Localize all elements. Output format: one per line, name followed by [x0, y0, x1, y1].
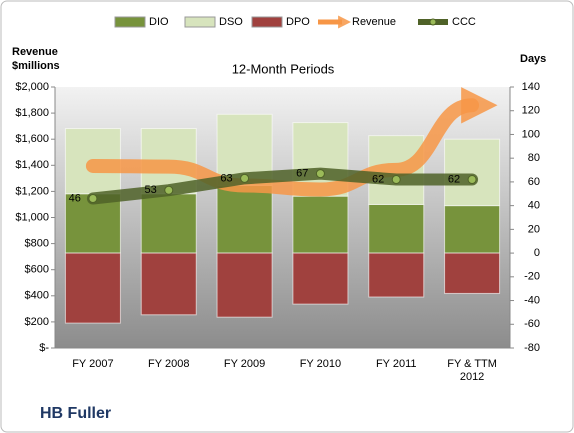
bar: [444, 205, 501, 254]
y-tick-label: $1,600: [15, 133, 49, 145]
data-label: 62: [372, 173, 384, 185]
legend-swatch: [429, 18, 437, 26]
ccc-point: [315, 169, 325, 179]
y-label: $millions: [12, 60, 60, 72]
data-label: 53: [145, 184, 157, 196]
x-tick-label: FY 2008: [148, 358, 190, 370]
bar: [292, 195, 349, 254]
y2-tick-label: -60: [524, 318, 540, 330]
y-tick-label: $400: [25, 290, 49, 302]
data-label: 67: [296, 168, 308, 180]
x-tick-label: FY 2007: [72, 358, 114, 370]
y-tick-label: $-: [39, 342, 49, 354]
data-label: 62: [448, 173, 460, 185]
y2-tick-label: -20: [524, 271, 540, 283]
ccc-point: [391, 175, 401, 185]
data-label: 63: [220, 172, 232, 184]
bar: [216, 252, 273, 318]
legend-label: Revenue: [352, 16, 396, 28]
y2-tick-label: 40: [528, 200, 540, 212]
y-tick-label: $200: [25, 316, 49, 328]
legend-swatch: [114, 16, 146, 28]
ccc-line: [86, 167, 479, 205]
y2-tick-label: -80: [524, 342, 540, 354]
data-label: 46: [69, 192, 81, 204]
bar: [64, 252, 121, 324]
y-tick-label: $1,000: [15, 211, 49, 223]
ccc-point: [240, 173, 250, 183]
y2-tick-label: 140: [522, 81, 540, 93]
ccc-point: [467, 175, 477, 185]
y-label: Revenue: [12, 46, 58, 58]
bar: [140, 193, 197, 254]
x-tick-label: FY 2010: [299, 358, 342, 370]
revenue-arrow: [85, 87, 498, 197]
y2-tick-label: 120: [522, 105, 540, 117]
y2-label: Days: [520, 53, 546, 65]
y2-tick-label: 0: [534, 247, 540, 259]
y2-tick-label: -40: [524, 294, 540, 306]
legend-swatch: [184, 16, 216, 28]
bar: [444, 252, 501, 294]
legend-label: DSO: [219, 16, 243, 28]
ccc-point: [164, 185, 174, 195]
footer: HB Fuller: [40, 405, 111, 422]
x-tick-label: FY & TTM 2012: [447, 358, 497, 383]
bar: [368, 203, 425, 254]
y2-tick-label: 20: [528, 223, 540, 235]
bar: [368, 252, 425, 298]
x-tick-label: FY 2011: [375, 358, 417, 370]
y-tick-label: $1,200: [15, 185, 49, 197]
y-tick-label: $1,800: [15, 107, 49, 119]
ccc-point: [88, 194, 98, 204]
bar: [216, 184, 273, 254]
legend-label: DPO: [286, 16, 310, 28]
chart-title: 12-Month Periods: [232, 61, 335, 76]
legend-label: DIO: [149, 16, 169, 28]
y2-tick-label: 60: [528, 176, 540, 188]
bar: [140, 252, 197, 316]
legend-swatch: [251, 16, 283, 28]
x-tick-label: FY 2009: [223, 358, 266, 370]
y-tick-label: $2,000: [15, 81, 49, 93]
y2-tick-label: 100: [522, 128, 540, 140]
y-tick-label: $1,400: [15, 159, 49, 171]
y-tick-label: $800: [25, 238, 49, 250]
legend-label: CCC: [452, 16, 476, 28]
y2-tick-label: 80: [528, 152, 540, 164]
y-tick-label: $600: [25, 264, 49, 276]
bar: [292, 252, 349, 305]
bar: [444, 138, 501, 207]
